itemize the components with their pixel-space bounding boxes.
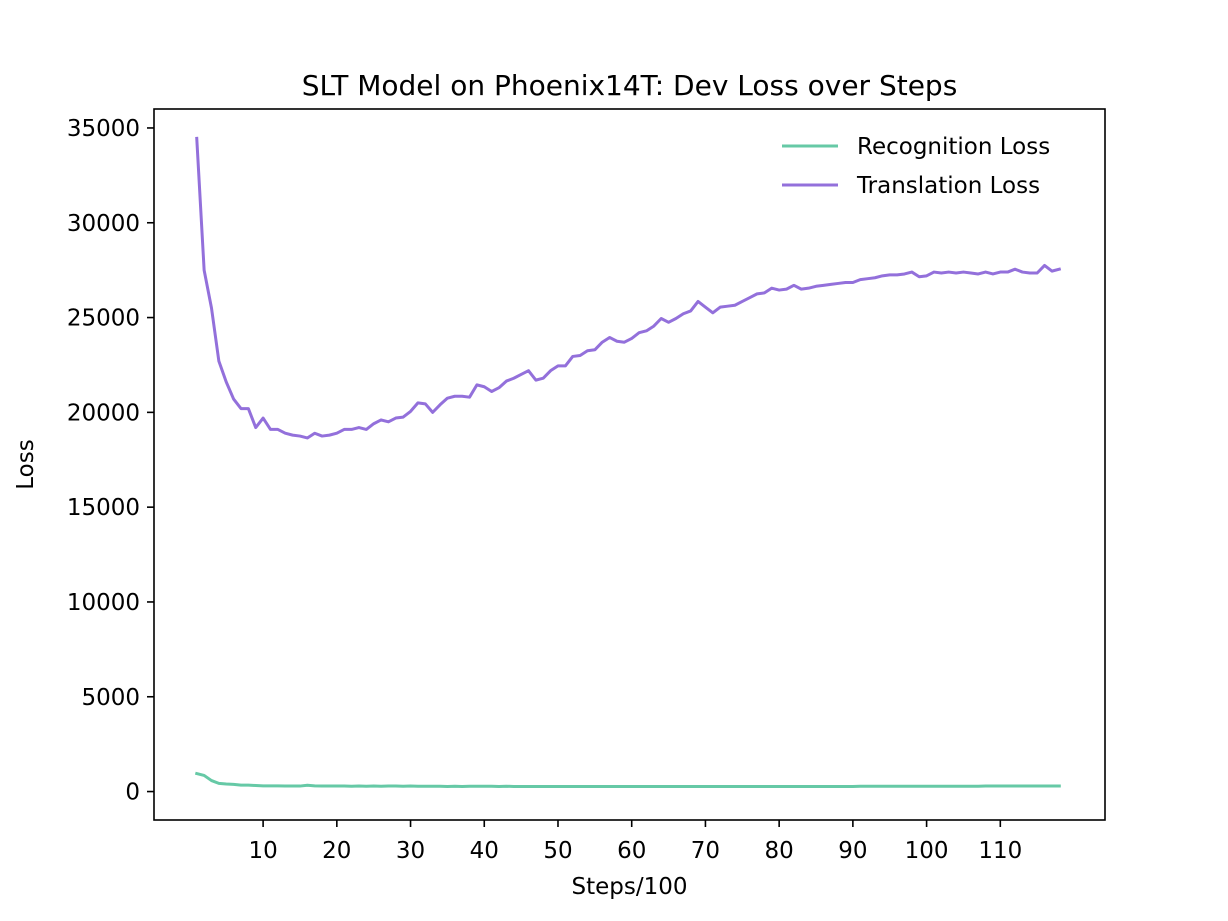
- series-line-translation-loss: [195, 136, 1062, 440]
- y-tick-label: 20000: [67, 400, 140, 426]
- legend: Recognition Loss Translation Loss: [782, 134, 1050, 199]
- x-axis-ticks: 10 20 30 40 50 60 70 80 90 100 110: [248, 820, 1022, 864]
- x-tick-label: 10: [248, 838, 277, 864]
- x-tick-label: 30: [396, 838, 425, 864]
- x-tick-label: 80: [765, 838, 794, 864]
- x-axis-label: Steps/100: [572, 874, 688, 900]
- y-tick-label: 15000: [67, 495, 140, 521]
- y-tick-label: 0: [125, 780, 140, 806]
- x-tick-label: 40: [470, 838, 499, 864]
- y-tick-label: 10000: [67, 590, 140, 616]
- axes-frame: [153, 108, 1106, 821]
- x-tick-label: 70: [691, 838, 720, 864]
- y-axis-label: Loss: [13, 439, 39, 489]
- legend-label-recognition-loss: Recognition Loss: [857, 134, 1050, 160]
- x-tick-label: 50: [543, 838, 572, 864]
- plot-area: [194, 136, 1062, 788]
- x-tick-label: 110: [978, 838, 1022, 864]
- y-axis-ticks: 0 5000 10000 15000 20000 25000 30000 35000: [67, 116, 154, 806]
- legend-label-translation-loss: Translation Loss: [856, 173, 1040, 199]
- y-tick-label: 35000: [67, 116, 140, 142]
- x-tick-label: 90: [838, 838, 867, 864]
- x-tick-label: 20: [322, 838, 351, 864]
- x-tick-label: 100: [905, 838, 949, 864]
- x-tick-label: 60: [617, 838, 646, 864]
- chart-title: SLT Model on Phoenix14T: Dev Loss over S…: [302, 69, 958, 102]
- y-tick-label: 25000: [67, 306, 140, 332]
- y-tick-label: 5000: [81, 685, 140, 711]
- y-tick-label: 30000: [67, 211, 140, 237]
- series-line-recognition-loss: [194, 771, 1061, 788]
